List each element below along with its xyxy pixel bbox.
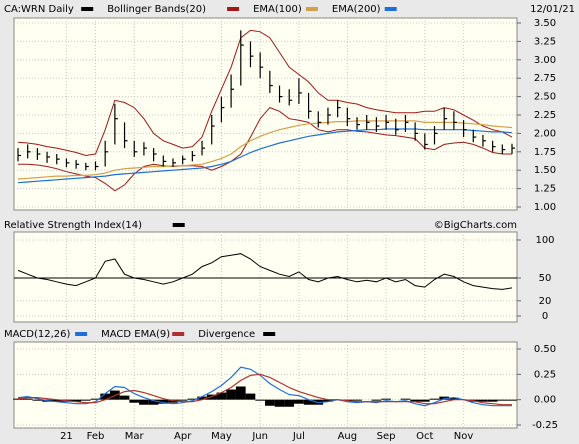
y-tick-label: 2.00 (534, 128, 556, 139)
divergence-bar (90, 398, 101, 400)
legend-swatch (81, 7, 94, 11)
divergence-bar (274, 399, 285, 407)
x-tick-label: May (211, 431, 232, 442)
y-tick-label: 2.25 (534, 110, 556, 121)
divergence-bar (158, 399, 169, 404)
x-tick-label: Feb (87, 431, 105, 442)
chart-title: CA:WRN Daily (4, 4, 74, 15)
x-tick-label: 21 (60, 431, 73, 442)
legend-label: Divergence (198, 329, 255, 340)
divergence-bar (177, 399, 188, 401)
y-tick-label: 20 (539, 296, 552, 307)
ema-line (17, 128, 513, 184)
y-tick-label: 1.50 (534, 165, 556, 176)
legend-swatch (227, 7, 240, 11)
y-tick-label: 3.00 (534, 55, 556, 66)
price-panel (13, 17, 518, 211)
legend-swatch (172, 332, 185, 336)
divergence-bar (478, 399, 488, 402)
divergence-bar (371, 399, 382, 401)
divergence-bar (381, 398, 391, 400)
y-tick-label: 1.25 (534, 184, 556, 195)
y-tick-label: 50 (539, 273, 552, 284)
divergence-bar (235, 386, 246, 400)
x-tick-label: Sep (377, 431, 396, 442)
y-tick-label: 1.00 (534, 202, 556, 213)
legend-label: EMA(200) (332, 4, 381, 15)
rsi-title: Relative Strength Index(14) (4, 220, 142, 231)
divergence-bar (119, 395, 130, 400)
ema-line (17, 120, 513, 180)
divergence-bar (148, 399, 159, 405)
divergence-bar (51, 399, 62, 402)
x-tick-label: Jul (292, 431, 305, 442)
rsi-panel (13, 231, 518, 323)
divergence-bar (400, 398, 411, 400)
x-tick-label: Jun (251, 431, 268, 442)
y-tick-label: 2.75 (534, 73, 556, 84)
y-tick-label: 1.75 (534, 147, 556, 158)
x-tick-label: Oct (416, 431, 433, 442)
divergence-bar (100, 393, 111, 400)
divergence-bar (352, 399, 362, 401)
divergence-bar (294, 399, 304, 404)
divergence-bar (245, 393, 256, 400)
macd-panel (13, 341, 518, 429)
x-tick-label: Mar (125, 431, 145, 442)
divergence-bar (265, 399, 275, 406)
legend-label: EMA(100) (253, 4, 302, 15)
y-tick-label: 3.50 (534, 18, 556, 29)
x-tick-label: Apr (174, 431, 192, 442)
legend-label: MACD(12,26) (4, 329, 71, 340)
chart-date: 12/01/21 (530, 4, 575, 15)
divergence-bar (71, 399, 81, 402)
y-tick-label: 0.00 (534, 395, 556, 406)
rsi-line (17, 253, 513, 290)
x-tick-label: Nov (454, 431, 474, 442)
y-tick-label: 0.50 (534, 344, 556, 355)
divergence-bar (22, 398, 33, 400)
legend-swatch (305, 7, 318, 11)
divergence-bar (197, 396, 207, 400)
divergence-bar (323, 399, 333, 402)
macd-line (17, 373, 512, 406)
divergence-bar (80, 399, 91, 401)
bollinger-band (18, 107, 512, 192)
divergence-bar (129, 399, 140, 403)
y-tick-label: 3.25 (534, 36, 556, 47)
y-tick-label: -0.25 (532, 420, 558, 431)
legend-swatch (384, 7, 397, 11)
divergence-bar (139, 399, 149, 405)
divergence-bar (32, 399, 43, 401)
bollinger-band (17, 29, 513, 157)
y-tick-label: 0.25 (534, 369, 556, 380)
x-tick-label: Aug (338, 431, 358, 442)
divergence-bar (497, 399, 508, 401)
divergence-bar (13, 398, 23, 400)
legend-swatch (75, 332, 88, 336)
divergence-bar (419, 399, 430, 402)
divergence-bar (216, 392, 227, 400)
legend-swatch (263, 332, 276, 336)
divergence-bar (187, 398, 198, 400)
divergence-bar (303, 399, 314, 405)
legend-label: Bollinger Bands(20) (107, 4, 206, 15)
divergence-bar (226, 389, 236, 400)
y-tick-label: 2.50 (534, 92, 556, 103)
legend-label: MACD EMA(9) (101, 329, 170, 340)
watermark: ©BigCharts.com (434, 220, 517, 231)
divergence-bar (284, 399, 295, 407)
divergence-bar (487, 399, 498, 402)
divergence-bar (507, 399, 517, 401)
divergence-bar (255, 399, 265, 401)
legend-swatch (172, 223, 185, 227)
divergence-bar (449, 397, 459, 400)
divergence-bar (429, 398, 440, 400)
y-tick-label: 100 (535, 235, 554, 246)
divergence-bar (410, 399, 420, 402)
y-tick-label: 0 (542, 311, 548, 322)
